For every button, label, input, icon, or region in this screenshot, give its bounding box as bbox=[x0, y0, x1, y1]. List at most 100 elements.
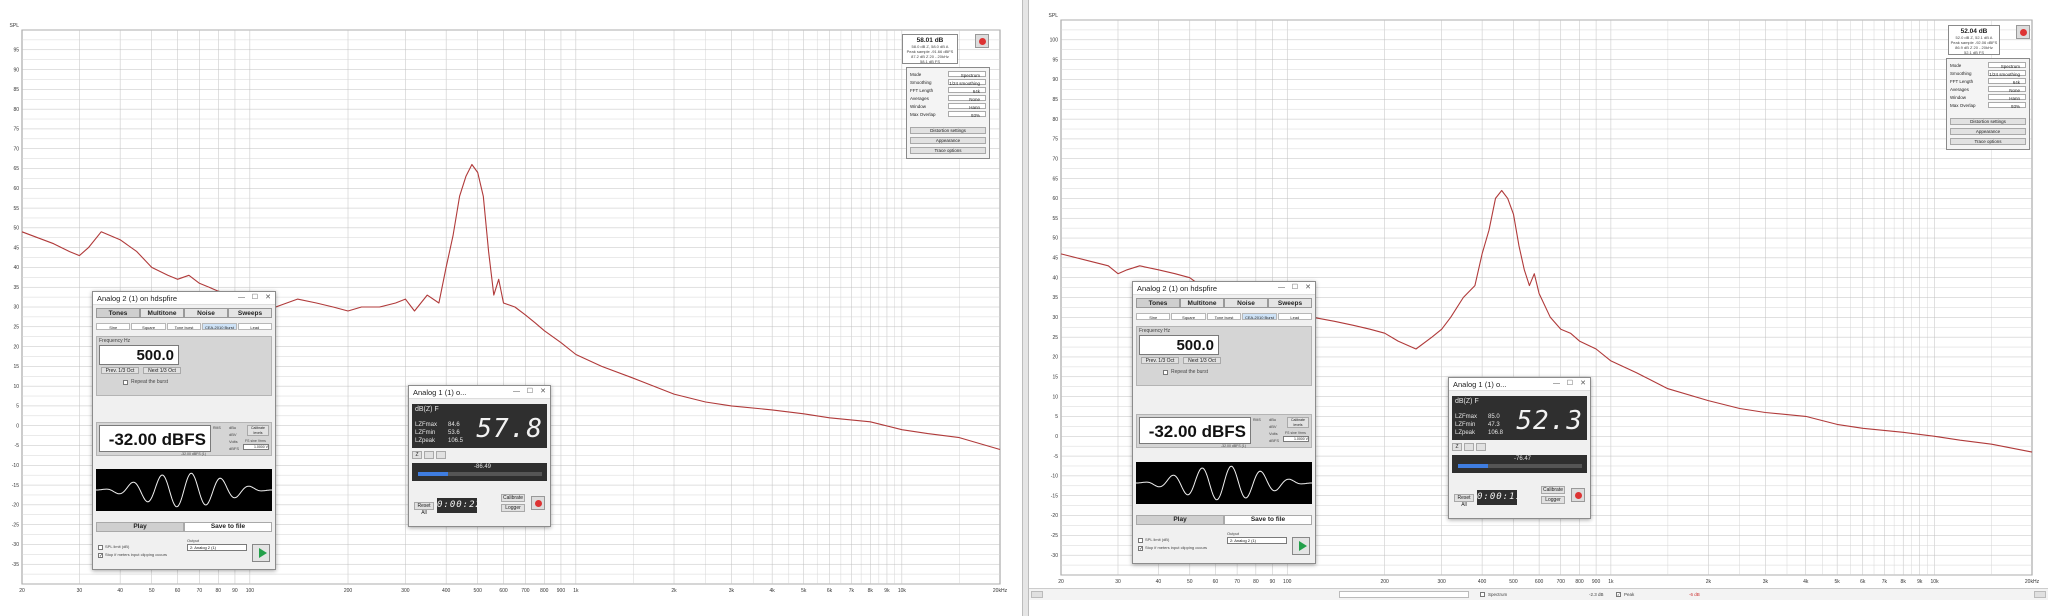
minimize-icon[interactable]: — bbox=[513, 388, 520, 395]
maximize-icon[interactable]: ☐ bbox=[251, 294, 258, 301]
repeat-burst-checkbox[interactable] bbox=[123, 380, 128, 385]
start-generator-button[interactable] bbox=[252, 544, 270, 562]
spectrum-checkbox[interactable] bbox=[1480, 592, 1485, 597]
frequency-input[interactable]: 500.0 bbox=[99, 345, 179, 365]
unit-rms[interactable]: RMS bbox=[213, 426, 221, 430]
meter-record-button[interactable] bbox=[531, 496, 545, 510]
subtab-sine[interactable]: Sine bbox=[1136, 313, 1171, 320]
logger-button[interactable]: Logger bbox=[1541, 496, 1565, 504]
status-scroll-right[interactable] bbox=[2034, 591, 2046, 598]
play-button[interactable]: Play bbox=[96, 522, 184, 532]
control-max-overlap[interactable]: Max Overlap 93% bbox=[910, 111, 986, 118]
level-input[interactable]: -32.00 dBFS bbox=[1139, 417, 1251, 444]
subtab-sine[interactable]: Sine bbox=[96, 323, 131, 330]
calibrate-levels-button[interactable]: Calibrate levels bbox=[1287, 417, 1309, 428]
logger-button[interactable]: Logger bbox=[501, 504, 525, 512]
tab-multitone[interactable]: Multitone bbox=[1180, 298, 1224, 308]
stop-clipping-checkbox[interactable]: ✓ bbox=[98, 553, 104, 559]
minimize-icon[interactable]: — bbox=[1278, 284, 1285, 291]
peak-checkbox[interactable]: ✓ bbox=[1616, 592, 1621, 597]
next-third-octave-button[interactable]: Next 1/3 Oct bbox=[143, 367, 181, 374]
unit-dbv[interactable]: dBV bbox=[1269, 424, 1277, 429]
spl-limit-checkbox[interactable] bbox=[1138, 538, 1143, 543]
maximize-icon[interactable]: ☐ bbox=[1566, 380, 1573, 387]
start-generator-button[interactable] bbox=[1292, 537, 1310, 555]
calibrate-button[interactable]: Calibrate bbox=[501, 494, 525, 502]
tab-tones[interactable]: Tones bbox=[96, 308, 140, 318]
weighting-c-button[interactable] bbox=[436, 451, 446, 459]
weighting-button[interactable]: Z bbox=[1452, 443, 1462, 451]
distortion-settings-button[interactable]: Distortion settings bbox=[1950, 118, 2026, 125]
play-button[interactable]: Play bbox=[1136, 515, 1224, 525]
status-scroll-left[interactable] bbox=[1031, 591, 1043, 598]
appearance-button[interactable]: Appearance bbox=[1950, 128, 2026, 135]
control-max-overlap[interactable]: Max Overlap 93% bbox=[1950, 102, 2026, 109]
prev-third-octave-button[interactable]: Prev. 1/3 Oct bbox=[101, 367, 139, 374]
minimize-icon[interactable]: — bbox=[238, 294, 245, 301]
output-select[interactable]: 2: Analog 2 (1) bbox=[187, 544, 247, 551]
distortion-settings-button[interactable]: Distortion settings bbox=[910, 127, 986, 134]
subtab-cea-burst[interactable]: CEA-2010 Burst bbox=[202, 323, 237, 330]
capture-button[interactable] bbox=[975, 34, 989, 48]
tab-sweeps[interactable]: Sweeps bbox=[1268, 298, 1312, 308]
calibrate-levels-button[interactable]: Calibrate levels bbox=[247, 425, 269, 436]
unit-dbfs[interactable]: dBFS bbox=[229, 446, 240, 451]
unit-dbu[interactable]: dBu bbox=[1269, 417, 1277, 422]
trace-options-button[interactable]: Trace options bbox=[1950, 138, 2026, 145]
frequency-input[interactable]: 500.0 bbox=[1139, 335, 1219, 355]
control-averages[interactable]: Averages None bbox=[910, 95, 986, 102]
next-third-octave-button[interactable]: Next 1/3 Oct bbox=[1183, 357, 1221, 364]
close-icon[interactable]: ✕ bbox=[265, 294, 271, 301]
subtab-tone-burst[interactable]: Tone burst bbox=[166, 323, 202, 330]
subtab-lead[interactable]: Lead bbox=[237, 323, 273, 330]
subtab-tone-burst[interactable]: Tone burst bbox=[1206, 313, 1242, 320]
maximize-icon[interactable]: ☐ bbox=[1291, 284, 1298, 291]
save-to-file-button[interactable]: Save to file bbox=[1224, 515, 1312, 525]
tab-noise[interactable]: Noise bbox=[184, 308, 228, 318]
tab-tones[interactable]: Tones bbox=[1136, 298, 1180, 308]
control-window[interactable]: Window Hann bbox=[910, 103, 986, 110]
subtab-square[interactable]: Square bbox=[131, 323, 166, 330]
tab-multitone[interactable]: Multitone bbox=[140, 308, 184, 318]
trace-options-button[interactable]: Trace options bbox=[910, 147, 986, 154]
level-input[interactable]: -32.00 dBFS bbox=[99, 425, 211, 452]
save-to-file-button[interactable]: Save to file bbox=[184, 522, 272, 532]
control-fft-length[interactable]: FFT Length 64k bbox=[910, 87, 986, 94]
stop-clipping-checkbox[interactable]: ✓ bbox=[1138, 546, 1144, 552]
spl-limit-checkbox[interactable] bbox=[98, 545, 103, 550]
unit-dbu[interactable]: dBu bbox=[229, 425, 237, 430]
fs-sine-input[interactable]: 1.0000 V bbox=[243, 444, 269, 450]
pane-divider[interactable] bbox=[1022, 0, 1029, 616]
prev-third-octave-button[interactable]: Prev. 1/3 Oct bbox=[1141, 357, 1179, 364]
weighting-a-button[interactable] bbox=[1464, 443, 1474, 451]
control-mode[interactable]: Mode Spectrum bbox=[910, 71, 986, 78]
appearance-button[interactable]: Appearance bbox=[910, 137, 986, 144]
weighting-button[interactable]: Z bbox=[412, 451, 422, 459]
control-mode[interactable]: Mode Spectrum bbox=[1950, 62, 2026, 69]
unit-volts[interactable]: Volts bbox=[1269, 431, 1278, 436]
subtab-square[interactable]: Square bbox=[1171, 313, 1206, 320]
subtab-cea-burst[interactable]: CEA-2010 Burst bbox=[1242, 313, 1277, 320]
fs-sine-input[interactable]: 1.0000 V bbox=[1283, 436, 1309, 442]
close-icon[interactable]: ✕ bbox=[1305, 284, 1311, 291]
capture-button[interactable] bbox=[2016, 25, 2030, 39]
calibrate-button[interactable]: Calibrate bbox=[1541, 486, 1565, 494]
repeat-burst-checkbox[interactable] bbox=[1163, 370, 1168, 375]
close-icon[interactable]: ✕ bbox=[1580, 380, 1586, 387]
status-field[interactable] bbox=[1339, 591, 1469, 598]
unit-rms[interactable]: RMS bbox=[1253, 418, 1261, 422]
tab-sweeps[interactable]: Sweeps bbox=[228, 308, 272, 318]
output-select[interactable]: 2: Analog 2 (1) bbox=[1227, 537, 1287, 544]
weighting-a-button[interactable] bbox=[424, 451, 434, 459]
maximize-icon[interactable]: ☐ bbox=[526, 388, 533, 395]
unit-dbv[interactable]: dBV bbox=[229, 432, 237, 437]
control-smoothing[interactable]: Smoothing 1/24 smoothing bbox=[1950, 70, 2026, 77]
weighting-c-button[interactable] bbox=[1476, 443, 1486, 451]
control-window[interactable]: Window Hann bbox=[1950, 94, 2026, 101]
control-fft-length[interactable]: FFT Length 64k bbox=[1950, 78, 2026, 85]
control-averages[interactable]: Averages None bbox=[1950, 86, 2026, 93]
minimize-icon[interactable]: — bbox=[1553, 380, 1560, 387]
reset-all-button[interactable]: Reset All bbox=[1454, 494, 1474, 508]
unit-dbfs[interactable]: dBFS bbox=[1269, 438, 1280, 443]
unit-volts[interactable]: Volts bbox=[229, 439, 238, 444]
